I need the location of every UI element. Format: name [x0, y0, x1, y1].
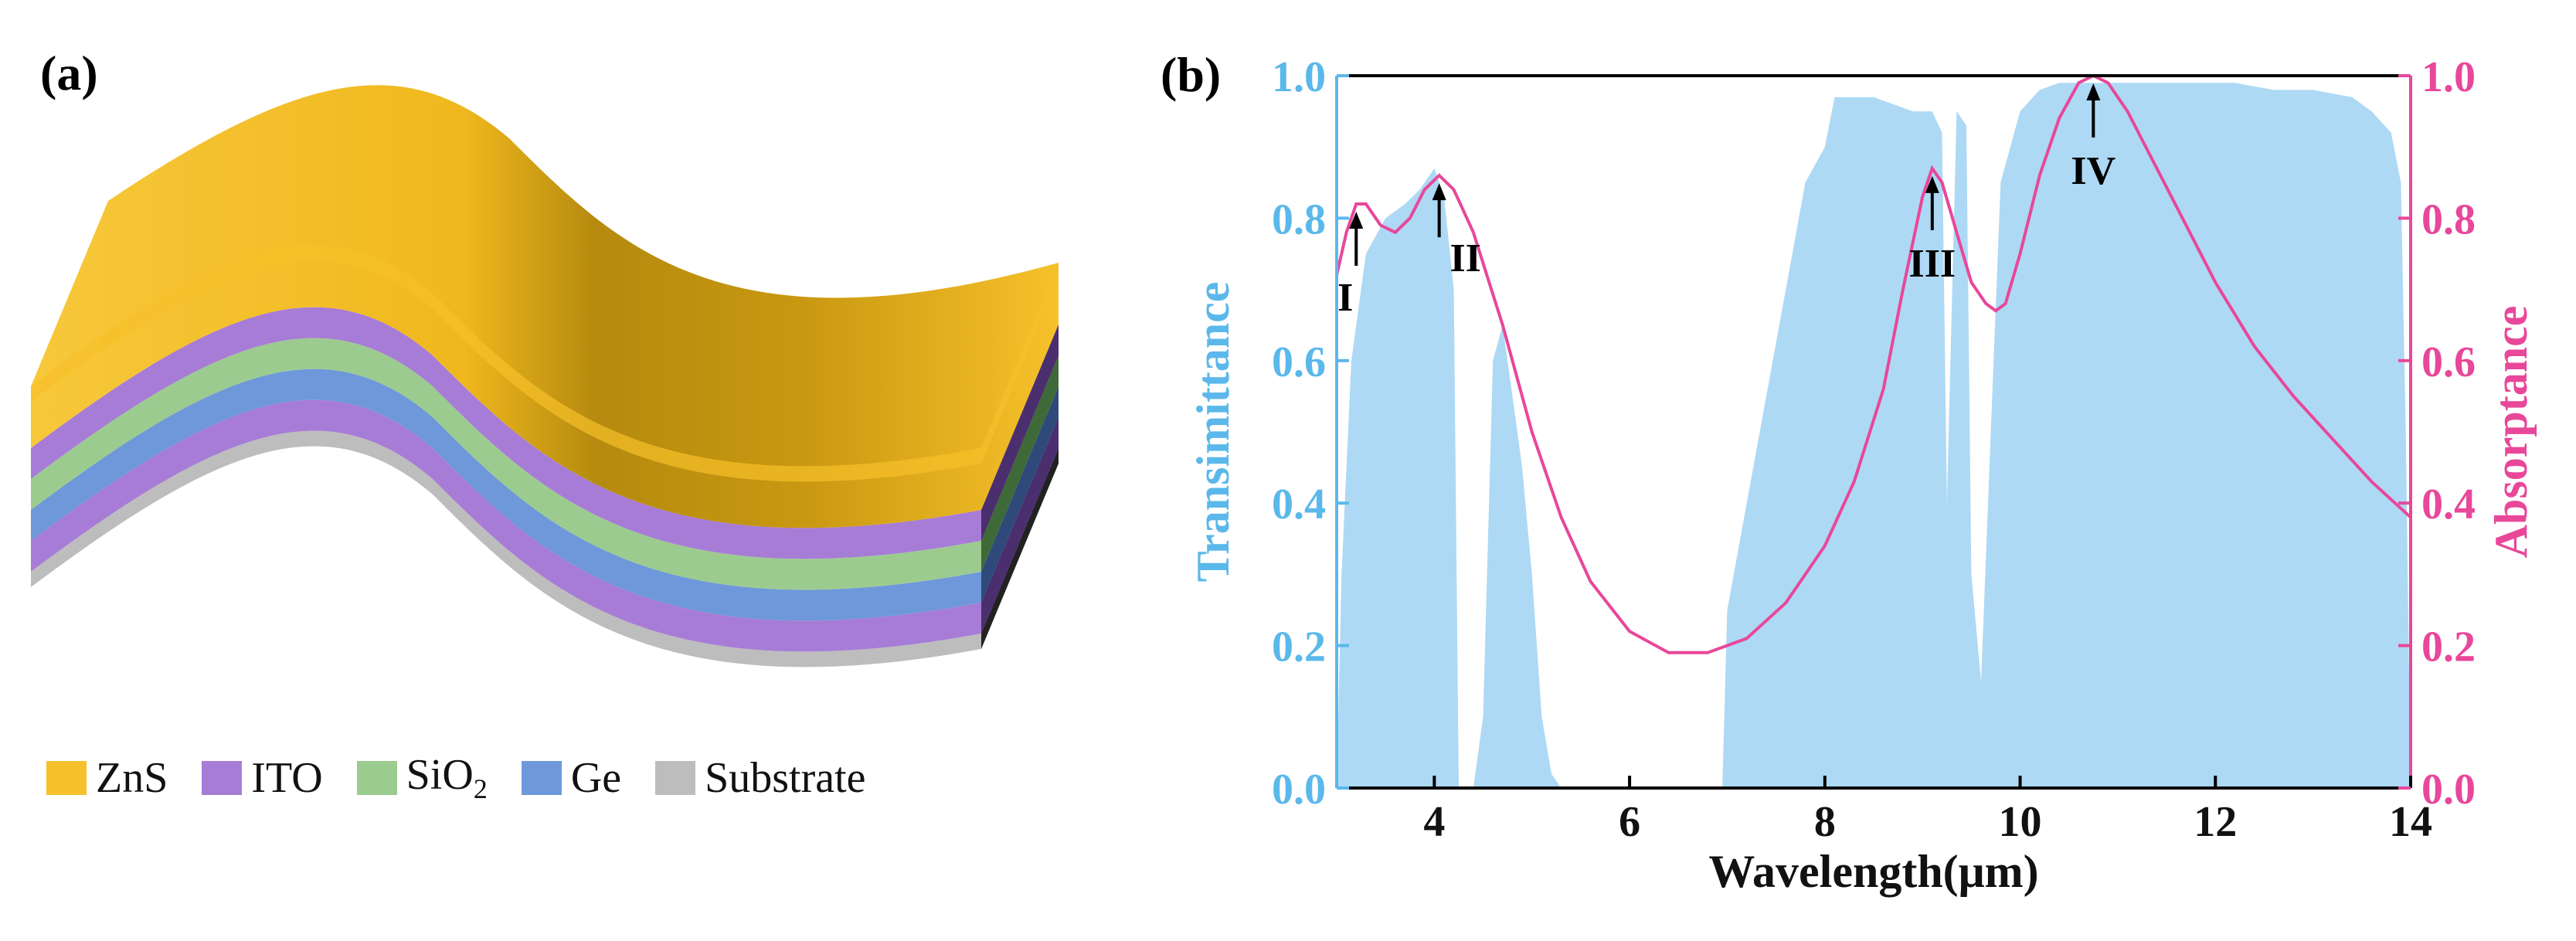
- panel-b-label: (b): [1161, 47, 1221, 102]
- panel-a: (a): [0, 0, 1144, 937]
- legend-item-ito: ITO: [202, 754, 323, 803]
- x-tick-label: 12: [2194, 798, 2237, 846]
- layer-ito: [31, 307, 1059, 559]
- absorptance-line: [1335, 73, 2412, 654]
- y-left-tick-label: 1.0: [1272, 53, 1326, 101]
- y-right-tick-label: 0.6: [2421, 338, 2476, 386]
- y-right-tick-label: 0.4: [2421, 481, 2476, 528]
- legend-item-zns: ZnS: [46, 756, 168, 800]
- layer-ge: [31, 369, 1059, 621]
- legend-swatch-ito: [202, 761, 243, 796]
- annotation-label: IV: [2071, 149, 2116, 193]
- legend-item-sio2: SiO2: [356, 753, 488, 803]
- panel-b: (b) 4 6 8 10 12 14 0.0 0.2 0.4 0.6 0.8 1.0 0.0 0.2 0.4…: [1144, 0, 2576, 937]
- x-tick-label: 6: [1619, 798, 1640, 846]
- layer-sio2: [31, 338, 1059, 590]
- y-right-tick-label: 1.0: [2421, 53, 2476, 101]
- transmittance-area: [1337, 83, 2411, 788]
- layer-ge-bottom: [31, 399, 1059, 652]
- legend-swatch-sio2: [356, 761, 397, 796]
- panel-a-label: (a): [40, 46, 98, 100]
- annotation-arrow-head: [1349, 211, 1364, 229]
- x-tick-label: 14: [2389, 798, 2432, 846]
- annotation-arrow-head: [1925, 175, 1939, 193]
- transmittance-area-layer: [1337, 83, 2411, 788]
- legend: ZnS ITO SiO2 Ge Substrate: [46, 753, 900, 803]
- x-tick-label: 4: [1423, 798, 1445, 846]
- legend-item-ge: Ge: [521, 754, 622, 803]
- y-left-tick-label: 0.0: [1272, 766, 1326, 814]
- legend-label-zns: ZnS: [96, 754, 168, 803]
- x-axis-label: Wavelength(μm): [1708, 846, 2038, 897]
- y-right-tick-label: 0.0: [2421, 766, 2476, 814]
- x-tick-label: 8: [1814, 798, 1836, 846]
- y-left-tick-label: 0.4: [1272, 481, 1326, 528]
- legend-item-substrate: Substrate: [655, 754, 866, 803]
- y-left-tick-label: 0.6: [1272, 338, 1326, 386]
- annotation-label: I: [1337, 276, 1353, 320]
- legend-label-sio2-base: SiO: [406, 751, 474, 799]
- legend-label-ge: Ge: [570, 754, 622, 803]
- annotation-arrow-head: [2086, 83, 2101, 100]
- y-left-tick-label: 0.2: [1272, 623, 1326, 671]
- legend-swatch-zns: [46, 761, 87, 796]
- y-axis-label-right: Absorptance: [2486, 306, 2537, 559]
- y-right-tick-label: 0.8: [2421, 195, 2476, 243]
- legend-label-substrate: Substrate: [705, 754, 866, 803]
- legend-swatch-ge: [521, 761, 562, 796]
- annotation-label: II: [1449, 236, 1480, 280]
- legend-swatch-substrate: [655, 761, 696, 796]
- y-right-tick-label: 0.2: [2421, 623, 2476, 671]
- layer-substrate: [31, 430, 1059, 668]
- legend-label-sio2-sub: 2: [473, 773, 488, 805]
- y-left-tick-label: 0.8: [1272, 195, 1326, 243]
- layer-zns: [31, 85, 1059, 528]
- absorptance-line-layer: [1335, 73, 2412, 654]
- annotation-label: III: [1908, 242, 1956, 286]
- ticks-layer: 4 6 8 10 12 140.00.20.40.60.81.00.00.20.40.60…: [1272, 53, 2476, 846]
- legend-label-ito: ITO: [251, 754, 323, 803]
- axes-layer: [1335, 74, 2412, 790]
- layer-stack-illustration: [31, 85, 1059, 668]
- annotation-arrow-head: [1432, 183, 1446, 201]
- x-tick-label: 10: [1999, 798, 2042, 846]
- legend-label-sio2: SiO2: [406, 753, 488, 803]
- y-axis-label-left: Transimittance: [1188, 282, 1239, 583]
- spectrum-chart: (b) 4 6 8 10 12 140.00.20.40.60.81.00.00.20.4…: [1161, 47, 2537, 897]
